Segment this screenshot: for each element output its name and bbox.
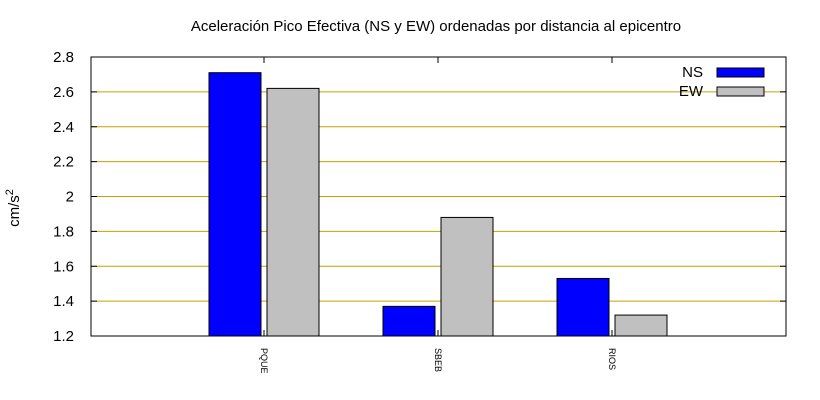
bar-ew-rios	[614, 314, 668, 337]
x-tick-label: SBEB	[433, 348, 443, 372]
bar-ns-pque	[208, 72, 262, 337]
x-tick-label: RIOS	[607, 348, 617, 370]
y-axis-ticks: 1.2 1.4 1.6 1.8 2 2.2 2.4 2.6 2.8	[53, 49, 786, 345]
legend-swatch	[716, 86, 765, 97]
y-tick-label: 1.6	[53, 258, 74, 275]
y-tick-label: 1.4	[53, 293, 74, 310]
bar-ns-rios	[556, 277, 610, 337]
chart-title: Aceleración Pico Efectiva (NS y EW) orde…	[191, 18, 681, 35]
bar-ew-sbeb	[440, 216, 494, 337]
x-axis-ticks: PQUE SBEB RIOS	[259, 57, 617, 374]
legend-label: NS	[682, 64, 703, 81]
y-tick-label: 2.4	[53, 119, 74, 136]
gridlines	[91, 91, 786, 302]
y-tick-label: 1.8	[53, 223, 74, 240]
y-tick-label: 2	[66, 189, 74, 206]
legend: NS EW	[679, 64, 765, 100]
y-tick-label: 2.6	[53, 84, 74, 101]
bar-ew-pque	[266, 87, 320, 337]
bar-ns-sbeb	[382, 305, 436, 337]
legend-swatch	[716, 67, 765, 78]
legend-label: EW	[679, 83, 704, 100]
bars	[208, 72, 668, 337]
y-axis-label: cm/s2	[4, 189, 23, 227]
y-tick-label: 1.2	[53, 328, 74, 345]
y-tick-label: 2.2	[53, 154, 74, 171]
y-tick-label: 2.8	[53, 49, 74, 66]
x-tick-label: PQUE	[259, 348, 269, 374]
